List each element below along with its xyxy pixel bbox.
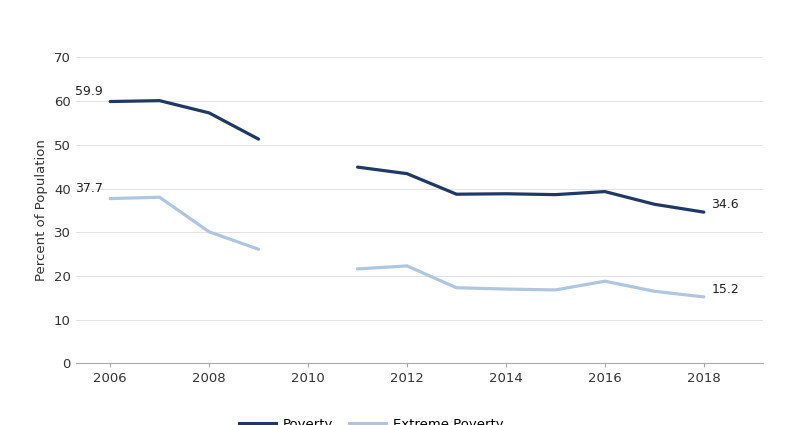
Text: Poverty Rates as Measured by Income (in percent of population): Poverty Rates as Measured by Income (in … [10,18,540,33]
Text: 15.2: 15.2 [712,283,739,295]
Text: 34.6: 34.6 [712,198,739,211]
Text: 59.9: 59.9 [75,85,103,98]
Y-axis label: Percent of Population: Percent of Population [35,139,48,281]
Text: 37.7: 37.7 [75,182,103,195]
Legend: Poverty, Extreme Poverty: Poverty, Extreme Poverty [234,413,509,425]
